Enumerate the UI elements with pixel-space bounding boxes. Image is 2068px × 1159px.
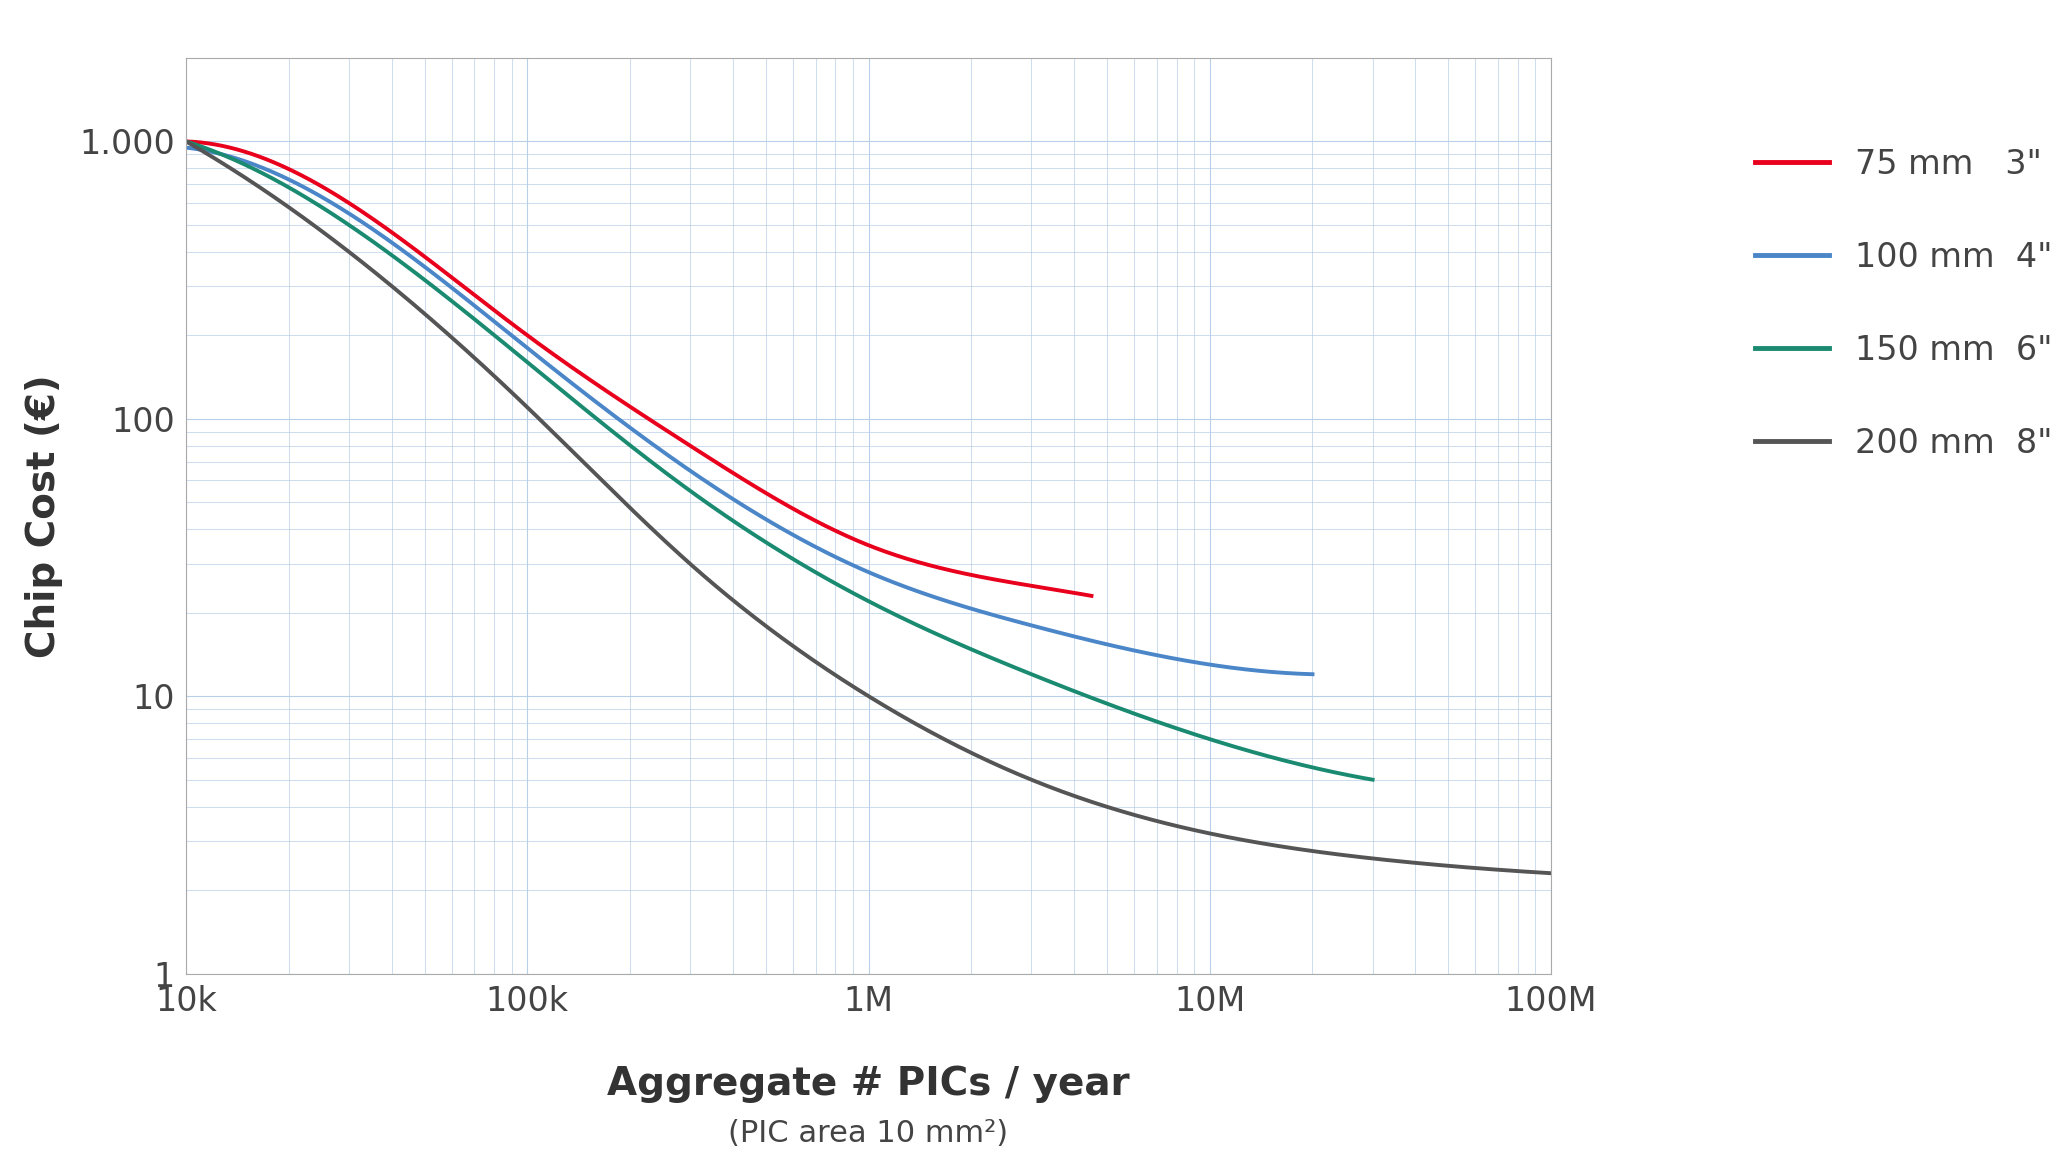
Text: (PIC area 10 mm²): (PIC area 10 mm²) — [728, 1118, 1009, 1149]
Text: Aggregate # PICs / year: Aggregate # PICs / year — [608, 1065, 1129, 1102]
Y-axis label: Chip Cost (€): Chip Cost (€) — [25, 374, 62, 657]
Legend: 75 mm   3", 100 mm  4", 150 mm  6", 200 mm  8": 75 mm 3", 100 mm 4", 150 mm 6", 200 mm 8… — [1756, 148, 2054, 460]
